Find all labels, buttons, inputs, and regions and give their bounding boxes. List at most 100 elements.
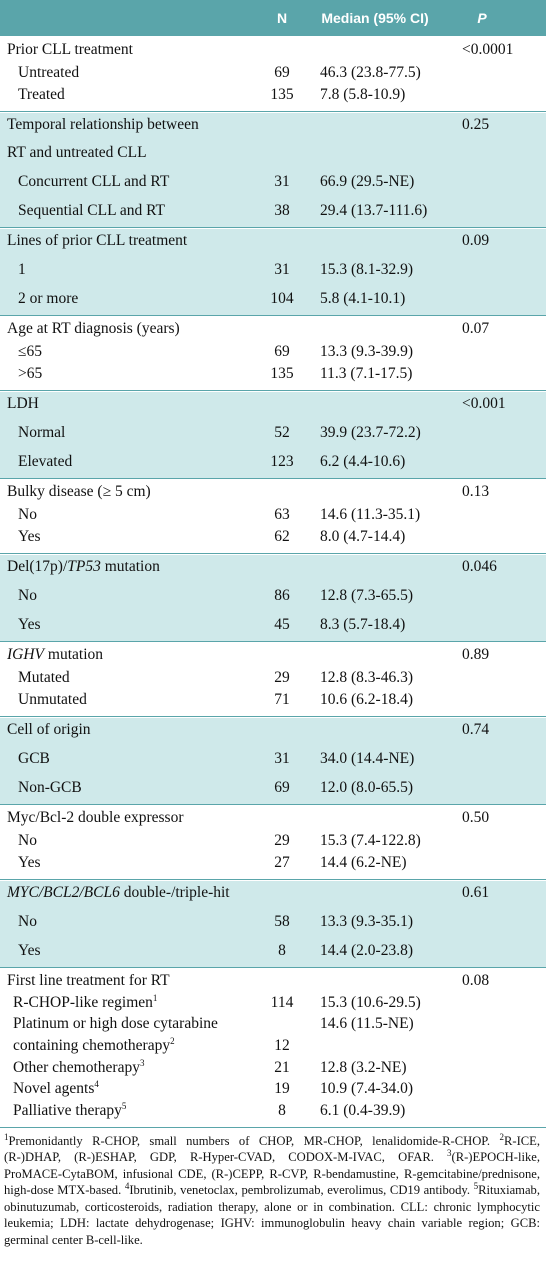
title-part: RT and untreated CLL bbox=[7, 144, 147, 161]
footnote-marker: 5 bbox=[473, 1181, 479, 1192]
row-label-text: Yes bbox=[18, 942, 41, 959]
row-label-text: GCB bbox=[18, 750, 50, 767]
row-label-text: Treated bbox=[18, 86, 65, 103]
title-part: IGHV bbox=[7, 646, 45, 663]
p-value: 0.25 bbox=[462, 116, 490, 133]
p-value: 0.08 bbox=[462, 972, 490, 989]
row-label: Mutated bbox=[18, 669, 70, 687]
section-band bbox=[0, 480, 546, 554]
p-value: 0.09 bbox=[462, 232, 490, 249]
section-band bbox=[0, 392, 546, 479]
row-label: Other chemotherapy3 bbox=[13, 1058, 144, 1077]
row-label-text: containing chemotherapy bbox=[13, 1037, 171, 1054]
superscript: 4 bbox=[94, 1078, 99, 1089]
median: 39.9 (23.7-72.2) bbox=[320, 424, 421, 441]
header-p: P bbox=[477, 10, 487, 26]
section-band bbox=[0, 881, 546, 968]
row-label-text: Concurrent CLL and RT bbox=[18, 173, 170, 190]
title-part: Myc/Bcl-2 double expressor bbox=[7, 809, 184, 826]
section-band bbox=[0, 969, 546, 1128]
p-value: 0.61 bbox=[462, 884, 490, 901]
n-value: 69 bbox=[274, 342, 290, 360]
n-value: 52 bbox=[274, 424, 290, 441]
title-part: mutation bbox=[44, 646, 104, 663]
median: 34.0 (14.4-NE) bbox=[320, 750, 415, 767]
n-value: 45 bbox=[274, 616, 290, 633]
row-label: Yes bbox=[18, 942, 41, 960]
row-label-text: No bbox=[18, 587, 37, 604]
p-value: <0.0001 bbox=[462, 41, 514, 58]
row-label-text: ≤65 bbox=[18, 342, 43, 360]
title-part: double-/triple-hit bbox=[119, 884, 230, 901]
row-label: Unmutated bbox=[18, 691, 87, 709]
section-title: IGHV mutation bbox=[7, 646, 103, 664]
section-title: Temporal relationship between bbox=[7, 116, 199, 134]
median: 12.8 (3.2-NE) bbox=[320, 1058, 407, 1076]
footnote-text: (R-)EPOCH-like, ProMACE-CytaBOM, infusio… bbox=[4, 1150, 540, 1198]
row-label: Elevated bbox=[18, 453, 72, 471]
median: 14.4 (6.2-NE) bbox=[320, 854, 407, 871]
row-label-text: Yes bbox=[18, 854, 41, 871]
row-label: Palliative therapy5 bbox=[13, 1101, 126, 1120]
section-band bbox=[0, 113, 546, 228]
section-band bbox=[0, 317, 546, 391]
section-title: Bulky disease (≥ 5 cm) bbox=[7, 483, 151, 501]
section-title: Del(17p)/TP53 mutation bbox=[7, 558, 160, 576]
footnote-text: Rituxiamab, obinutuzumab, corticosteroid… bbox=[4, 1183, 541, 1248]
row-label: No bbox=[18, 832, 37, 850]
footnote: 1Premonidantly R-CHOP, small numbers of … bbox=[4, 1131, 541, 1249]
superscript: 2 bbox=[170, 1035, 175, 1046]
section-title: MYC/BCL2/BCL6 double-/triple-hit bbox=[7, 884, 230, 902]
n-value: 19 bbox=[274, 1080, 290, 1097]
row-label: >65 bbox=[18, 365, 42, 383]
title-part: Lines of prior CLL treatment bbox=[7, 232, 188, 249]
n-value: 62 bbox=[274, 528, 290, 545]
row-label: No bbox=[18, 506, 37, 524]
row-label: Normal bbox=[18, 424, 65, 442]
p-value: <0.001 bbox=[462, 395, 506, 412]
median: 29.4 (13.7-111.6) bbox=[320, 202, 428, 219]
section-title: Myc/Bcl-2 double expressor bbox=[7, 809, 184, 827]
n-value: 8 bbox=[278, 1101, 286, 1119]
footnote-text: Ibrutinib, venetoclax, pembrolizumab, ev… bbox=[129, 1183, 474, 1198]
row-label-text: 1 bbox=[18, 261, 26, 278]
row-label: 1 bbox=[18, 261, 26, 279]
median: 14.4 (2.0-23.8) bbox=[320, 942, 413, 959]
row-label-text: Elevated bbox=[18, 453, 73, 470]
median: 13.3 (9.3-39.9) bbox=[320, 342, 413, 360]
row-label-text: Yes bbox=[18, 616, 41, 633]
title-part: Age at RT diagnosis (years) bbox=[7, 320, 180, 337]
median: 15.3 (10.6-29.5) bbox=[320, 993, 421, 1011]
row-label: Platinum or high dose cytarabine bbox=[13, 1015, 218, 1033]
row-label: 2 or more bbox=[18, 290, 78, 308]
n-value: 135 bbox=[270, 86, 294, 103]
section-title: RT and untreated CLL bbox=[7, 144, 147, 162]
footnote-marker: 1 bbox=[4, 1131, 9, 1142]
row-label-text: No bbox=[18, 505, 37, 523]
n-value: 31 bbox=[274, 173, 290, 190]
section-title: LDH bbox=[7, 395, 39, 413]
median: 6.1 (0.4-39.9) bbox=[320, 1101, 406, 1119]
n-value: 71 bbox=[274, 691, 290, 708]
title-part: Cell of origin bbox=[7, 721, 91, 738]
section-band bbox=[0, 555, 546, 642]
row-label: Sequential CLL and RT bbox=[18, 202, 165, 220]
median: 66.9 (29.5-NE) bbox=[320, 173, 415, 190]
row-label: GCB bbox=[18, 750, 50, 768]
n-value: 29 bbox=[274, 831, 290, 849]
n-value: 8 bbox=[278, 942, 286, 959]
median: 8.0 (4.7-14.4) bbox=[320, 528, 406, 545]
n-value: 69 bbox=[274, 63, 290, 81]
section-band bbox=[0, 38, 546, 112]
section-band bbox=[0, 643, 546, 717]
median: 12.0 (8.0-65.5) bbox=[320, 779, 413, 796]
footnote-marker: 2 bbox=[499, 1131, 504, 1142]
header-n: N bbox=[276, 10, 288, 26]
n-value: 63 bbox=[274, 505, 290, 523]
row-label: Untreated bbox=[18, 64, 79, 82]
header-median: Median (95% CI) bbox=[321, 10, 429, 26]
median: 46.3 (23.8-77.5) bbox=[320, 63, 421, 81]
title-part: Prior CLL treatment bbox=[7, 41, 133, 58]
p-value: 0.13 bbox=[462, 483, 490, 500]
row-label: ≤65 bbox=[18, 343, 42, 361]
